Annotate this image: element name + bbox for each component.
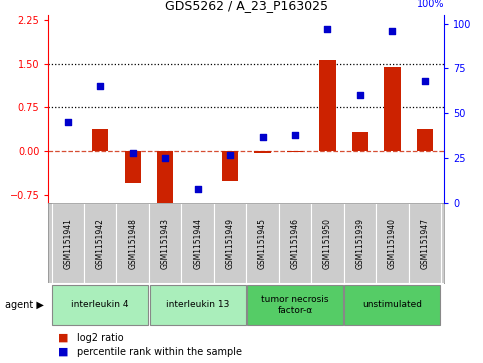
Text: GSM1151940: GSM1151940	[388, 218, 397, 269]
Point	[324, 26, 331, 32]
Text: unstimulated: unstimulated	[362, 301, 423, 309]
Text: ■: ■	[58, 347, 72, 357]
Bar	[279, 203, 311, 283]
Text: interleukin 4: interleukin 4	[71, 301, 129, 309]
FancyBboxPatch shape	[52, 285, 148, 325]
Bar	[409, 203, 441, 283]
Text: GSM1151941: GSM1151941	[63, 218, 72, 269]
Text: GSM1151950: GSM1151950	[323, 218, 332, 269]
Bar	[376, 203, 409, 283]
Bar	[125, 151, 141, 183]
FancyBboxPatch shape	[344, 285, 440, 325]
Bar	[344, 203, 376, 283]
Text: GSM1151943: GSM1151943	[161, 218, 170, 269]
Point	[356, 93, 364, 98]
Bar	[52, 203, 84, 283]
FancyBboxPatch shape	[150, 285, 246, 325]
Text: GSM1151948: GSM1151948	[128, 218, 137, 269]
Text: ■: ■	[58, 333, 72, 343]
Bar	[311, 203, 344, 283]
Bar	[92, 129, 108, 151]
Text: tumor necrosis
factor-α: tumor necrosis factor-α	[261, 295, 329, 315]
Point	[64, 119, 71, 125]
Bar	[84, 203, 116, 283]
Bar	[319, 60, 336, 151]
Bar	[222, 151, 238, 181]
Point	[421, 78, 429, 84]
Point	[226, 152, 234, 158]
Bar	[149, 203, 182, 283]
Bar	[116, 203, 149, 283]
Text: GSM1151939: GSM1151939	[355, 218, 365, 269]
Text: interleukin 13: interleukin 13	[166, 301, 229, 309]
Bar	[246, 203, 279, 283]
Text: GSM1151946: GSM1151946	[291, 218, 299, 269]
Point	[194, 186, 201, 192]
Point	[291, 132, 299, 138]
Title: GDS5262 / A_23_P163025: GDS5262 / A_23_P163025	[165, 0, 328, 12]
Bar	[384, 68, 400, 151]
Point	[161, 155, 169, 161]
Point	[388, 28, 396, 34]
Text: GSM1151945: GSM1151945	[258, 218, 267, 269]
Point	[97, 83, 104, 89]
FancyBboxPatch shape	[247, 285, 343, 325]
Text: log2 ratio: log2 ratio	[77, 333, 124, 343]
Bar	[214, 203, 246, 283]
Text: GSM1151944: GSM1151944	[193, 218, 202, 269]
Text: percentile rank within the sample: percentile rank within the sample	[77, 347, 242, 357]
Bar	[352, 132, 368, 151]
Point	[129, 150, 137, 156]
Bar	[255, 151, 270, 153]
Text: GSM1151949: GSM1151949	[226, 218, 235, 269]
Bar	[417, 129, 433, 151]
Bar	[157, 151, 173, 203]
Text: agent ▶: agent ▶	[5, 300, 43, 310]
Bar	[287, 151, 303, 152]
Text: GSM1151947: GSM1151947	[420, 218, 429, 269]
Text: GSM1151942: GSM1151942	[96, 218, 105, 269]
Text: 100%: 100%	[417, 0, 444, 9]
Point	[259, 134, 267, 140]
Bar	[182, 203, 214, 283]
